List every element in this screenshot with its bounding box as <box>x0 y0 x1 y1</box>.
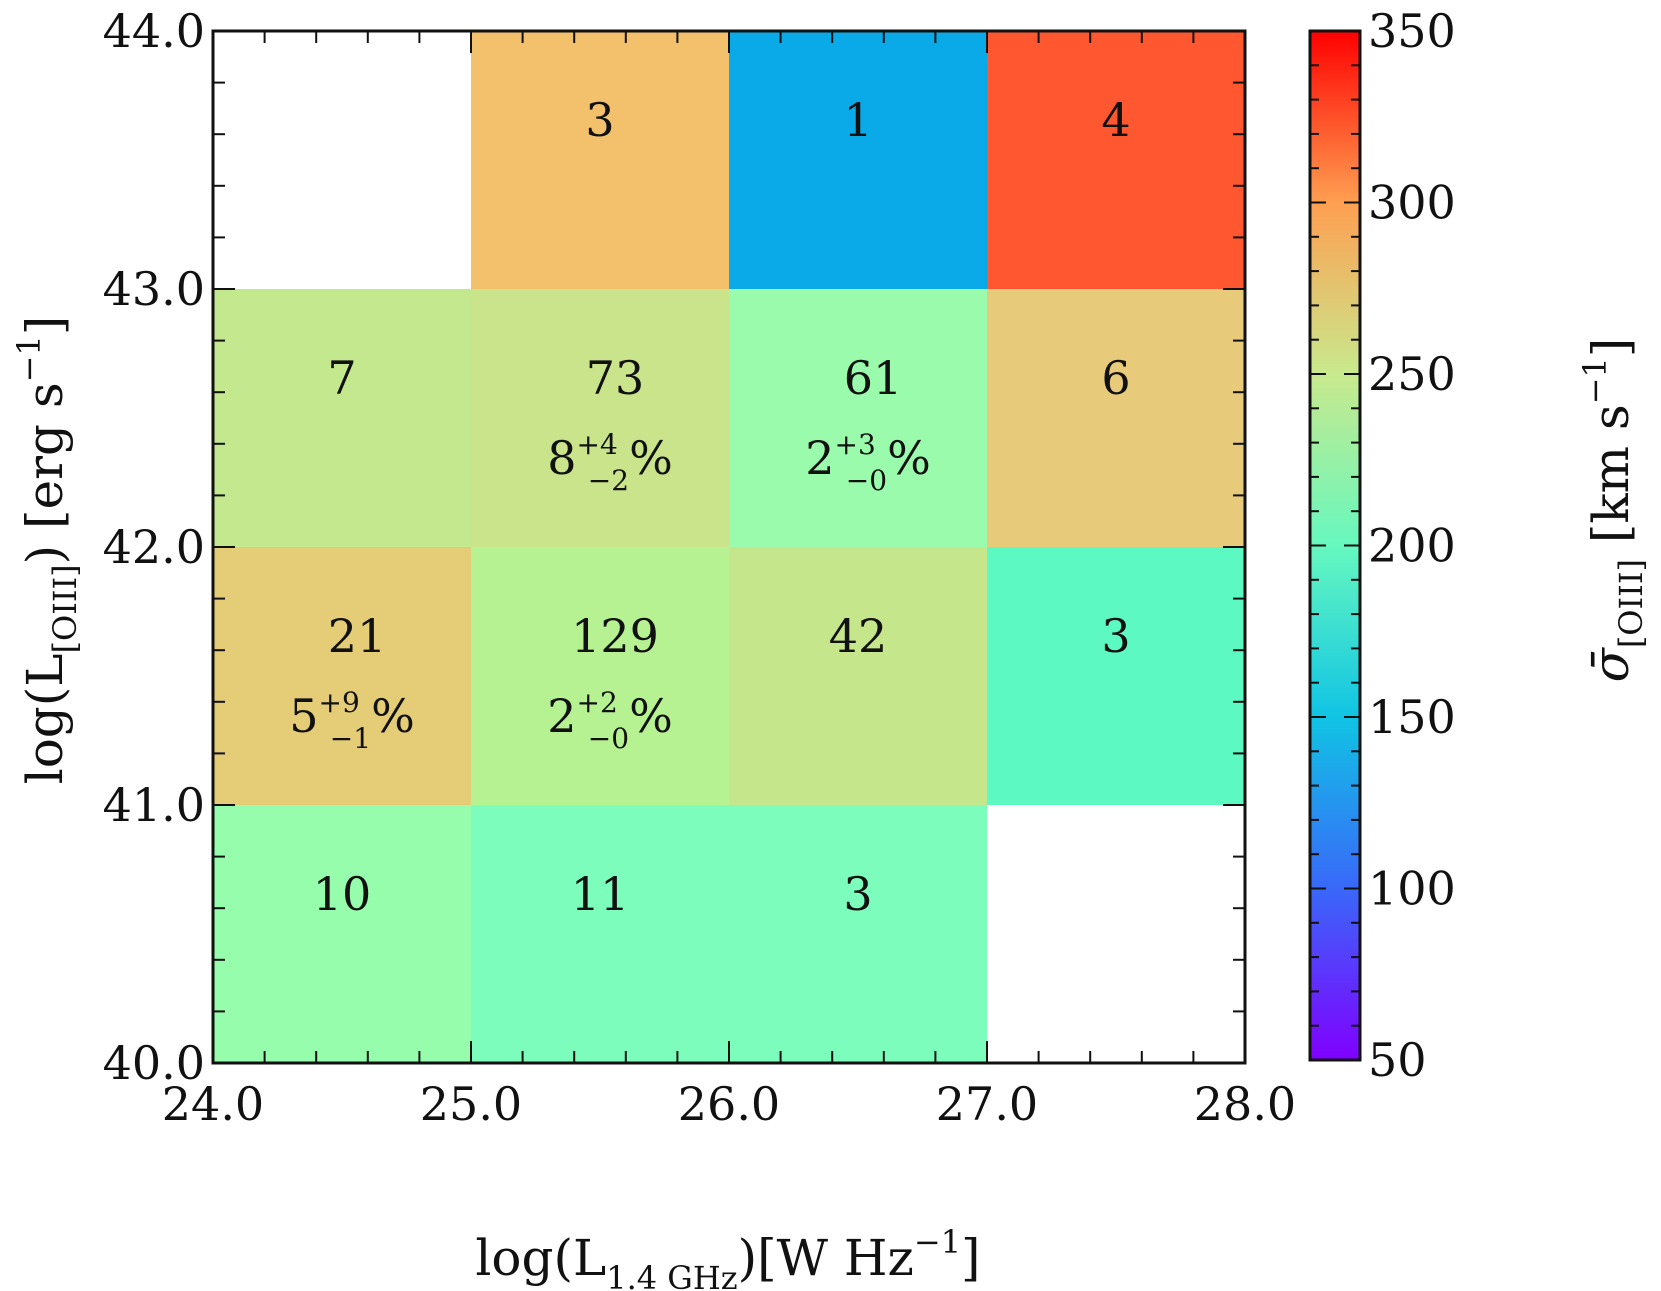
x-tick-label: 24.0 <box>162 1077 264 1131</box>
cell-count-label: 42 <box>829 609 888 663</box>
cell-fraction-value: 2 <box>805 431 834 485</box>
heatmap-cell <box>213 805 471 1063</box>
colorbar-tick-label: 150 <box>1368 690 1456 744</box>
colorbar-title: σ̄[OIII] [km s−1] <box>1576 338 1650 683</box>
colorbar-tick-label: 300 <box>1368 176 1456 230</box>
colorbar-tick-label: 250 <box>1368 347 1456 401</box>
y-axis-title-close: ] <box>16 316 74 336</box>
cell-count-label: 10 <box>313 867 372 921</box>
cell-count-label: 73 <box>586 351 645 405</box>
y-axis-title-suffix: ) [erg s <box>16 382 74 564</box>
y-axis-title-sub: [OIII] <box>46 564 84 653</box>
x-tick-label: 28.0 <box>1194 1077 1296 1131</box>
cell-fraction-unit: % <box>887 431 931 485</box>
cell-fraction-value: 8 <box>547 431 576 485</box>
cell-fraction-plus: +4 <box>577 428 618 461</box>
y-axis-title-sup: −1 <box>10 335 48 382</box>
y-tick-label: 43.0 <box>103 262 205 316</box>
cell-count-label: 4 <box>1101 93 1130 147</box>
heatmap-cell <box>213 547 471 805</box>
heatmap-cell <box>729 289 987 547</box>
heatmap-cell <box>471 547 729 805</box>
cell-count-label: 11 <box>571 867 630 921</box>
cell-fraction-plus: +3 <box>835 428 876 461</box>
cell-count-label: 1 <box>843 93 872 147</box>
cell-fraction-minus: −0 <box>588 722 629 755</box>
cell-count-label: 6 <box>1101 351 1130 405</box>
x-axis-title-sub: 1.4 GHz <box>606 1259 737 1291</box>
cell-fraction-value: 5 <box>289 689 318 743</box>
cell-fraction-label: 2+3 −0% <box>805 428 931 497</box>
heatmap-cell <box>471 289 729 547</box>
colorbar-tick-label: 200 <box>1368 519 1456 573</box>
heatmap-cell <box>729 31 987 289</box>
cell-fraction-minus: −2 <box>588 464 629 497</box>
cell-fraction-label: 2+2 −0% <box>547 686 673 755</box>
x-axis-title-sup: −1 <box>914 1223 961 1261</box>
x-tick-label: 27.0 <box>936 1077 1038 1131</box>
cell-fraction-plus: +2 <box>577 686 618 719</box>
cell-count-label: 3 <box>585 93 614 147</box>
cell-count-label: 61 <box>844 351 903 405</box>
cell-count-label: 129 <box>571 609 659 663</box>
heatmap-cell <box>987 547 1245 805</box>
colorbar-title-close: ] <box>1582 338 1640 358</box>
x-tick-label: 25.0 <box>420 1077 522 1131</box>
x-axis-ticks: 24.0 25.0 26.0 27.0 28.0 <box>162 31 1296 1131</box>
colorbar-tick-label: 100 <box>1368 862 1456 916</box>
y-axis-title-prefix: log(L <box>16 653 74 784</box>
x-tick-label: 26.0 <box>678 1077 780 1131</box>
y-axis-ticks: 40.0 41.0 42.0 43.0 44.0 <box>103 4 1245 1090</box>
cell-fraction-plus: +9 <box>319 686 360 719</box>
x-axis-title: log(L1.4 GHz)[W Hz−1] <box>475 1223 980 1291</box>
colorbar-title-sup: −1 <box>1576 357 1614 404</box>
heatmap-cell <box>729 547 987 805</box>
cell-count-label: 3 <box>1101 609 1130 663</box>
cell-fraction-unit: % <box>629 689 673 743</box>
cell-fraction-minus: −0 <box>846 464 887 497</box>
heatmap-cell <box>987 289 1245 547</box>
heatmap-cell <box>471 805 729 1063</box>
colorbar-ticks: 50 100 150 200 250 300 350 <box>1310 4 1456 1087</box>
heatmap-cell <box>471 31 729 289</box>
cell-fraction-unit: % <box>629 431 673 485</box>
cell-count-label: 21 <box>328 609 387 663</box>
y-tick-label: 42.0 <box>103 520 205 574</box>
colorbar-tick-label: 50 <box>1368 1033 1427 1087</box>
y-axis-title: log(L[OIII]) [erg s−1] <box>10 316 84 785</box>
y-tick-label: 44.0 <box>103 4 205 58</box>
heatmap-cell <box>987 31 1245 289</box>
cell-fraction-unit: % <box>371 689 415 743</box>
y-tick-label: 40.0 <box>103 1036 205 1090</box>
cell-count-label: 3 <box>843 867 872 921</box>
cell-fraction-label: 5+9 −1% <box>289 686 415 755</box>
cell-fraction-label: 8+4 −2% <box>547 428 673 497</box>
colorbar-title-sub: [OIII] <box>1612 559 1650 648</box>
heatmap-cell <box>213 289 471 547</box>
x-axis-title-suffix: )[W Hz <box>738 1229 914 1287</box>
heatmap-cell <box>729 805 987 1063</box>
y-tick-label: 41.0 <box>103 778 205 832</box>
colorbar-title-units: [km s <box>1582 404 1640 559</box>
cell-count-label: 7 <box>327 351 356 405</box>
cell-fraction-value: 2 <box>547 689 576 743</box>
heatmap-cells <box>213 31 1245 1063</box>
x-axis-title-prefix: log(L <box>475 1229 606 1287</box>
x-axis-title-close: ] <box>961 1229 981 1287</box>
cell-fraction-minus: −1 <box>330 722 371 755</box>
colorbar-title-symbol: σ̄ <box>1582 646 1640 682</box>
colorbar-tick-label: 350 <box>1368 4 1456 58</box>
